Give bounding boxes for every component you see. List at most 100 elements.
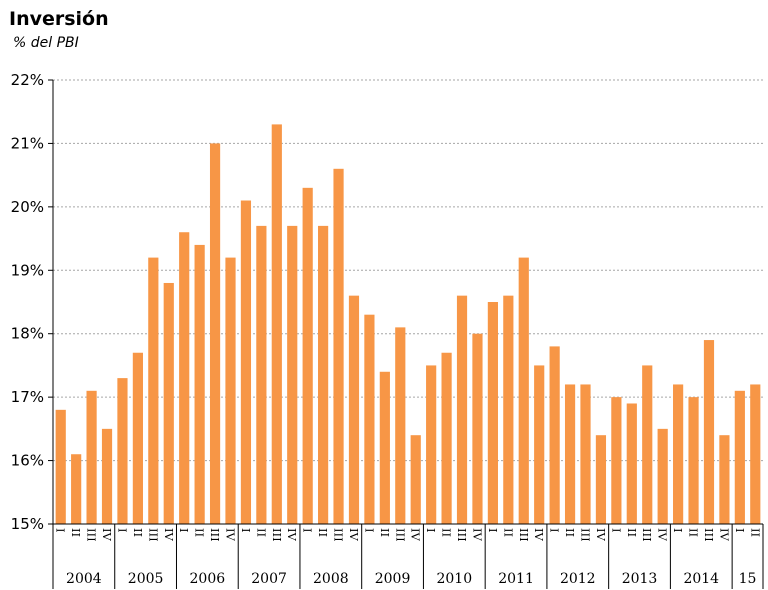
quarter-label: I	[609, 528, 623, 533]
bar	[395, 327, 406, 524]
year-label: 2008	[313, 571, 349, 587]
quarter-label: IV	[717, 528, 731, 542]
bar	[194, 244, 205, 524]
bar	[750, 384, 761, 524]
year-label: 2014	[683, 571, 719, 587]
bar	[734, 390, 745, 524]
bar	[379, 371, 390, 524]
bar	[117, 378, 128, 524]
bar	[101, 428, 113, 524]
bar	[441, 352, 452, 524]
chart-title: Inversión	[9, 8, 109, 30]
bar	[534, 365, 545, 524]
year-label: 2005	[128, 571, 164, 587]
y-tick-label: 17%	[11, 388, 44, 406]
year-label: 2012	[560, 571, 596, 587]
y-tick-label: 21%	[11, 134, 44, 152]
quarter-label: III	[517, 528, 531, 542]
quarter-label: III	[393, 528, 407, 542]
bar	[472, 333, 483, 524]
quarter-label: II	[563, 528, 577, 537]
quarter-label: IV	[347, 528, 361, 542]
year-label: 2009	[375, 571, 411, 587]
bar	[549, 346, 560, 524]
bar	[225, 257, 236, 524]
bar	[71, 454, 82, 524]
year-label: 2011	[498, 571, 534, 587]
bar	[179, 232, 190, 524]
bar	[287, 225, 298, 524]
bar	[148, 257, 159, 524]
bar	[719, 435, 730, 524]
bar	[487, 302, 498, 524]
quarter-label: I	[548, 528, 562, 533]
quarter-label: II	[440, 528, 454, 537]
quarter-label: II	[378, 528, 392, 537]
year-label: 2007	[251, 571, 287, 587]
quarter-label: II	[625, 528, 639, 537]
bar	[132, 352, 143, 524]
quarter-label: III	[702, 528, 716, 542]
quarter-label: II	[131, 528, 145, 537]
chart-subtitle: % del PBI	[13, 35, 79, 51]
bar	[86, 390, 97, 524]
quarter-label: II	[687, 528, 701, 537]
quarter-label: II	[501, 528, 515, 537]
bar	[703, 340, 715, 524]
year-label: 15	[739, 571, 757, 587]
y-tick-label: 18%	[11, 325, 44, 343]
quarter-label: I	[733, 528, 747, 533]
quarter-label: IV	[409, 528, 423, 542]
quarter-label: II	[254, 528, 268, 537]
year-label: 2004	[66, 571, 102, 587]
quarter-label: I	[301, 528, 315, 533]
quarter-label: IV	[162, 528, 176, 542]
quarter-label: I	[362, 528, 376, 533]
quarter-label: II	[193, 528, 207, 537]
quarter-label: I	[424, 528, 438, 533]
year-label: 2010	[436, 571, 472, 587]
quarter-label: III	[579, 528, 593, 542]
quarter-label: III	[332, 528, 346, 542]
bar	[256, 225, 267, 524]
bar	[611, 397, 622, 524]
quarter-label: IV	[470, 528, 484, 542]
bar	[426, 365, 437, 524]
bar	[410, 435, 421, 524]
bar	[580, 384, 591, 524]
quarter-label: III	[208, 528, 222, 542]
bar	[302, 187, 313, 525]
bar	[209, 143, 221, 524]
bar	[688, 397, 699, 524]
bar	[657, 428, 668, 524]
quarter-label: I	[54, 528, 68, 533]
bar	[564, 384, 576, 524]
quarter-label: III	[85, 528, 99, 542]
quarter-label: I	[177, 528, 191, 533]
quarter-label: II	[748, 528, 762, 537]
bar	[456, 295, 468, 524]
bar	[318, 225, 329, 524]
year-label: 2006	[190, 571, 226, 587]
bar	[518, 257, 529, 524]
bar	[240, 200, 252, 524]
y-tick-label: 16%	[11, 452, 44, 470]
quarter-label: II	[69, 528, 83, 537]
y-tick-label: 22%	[11, 71, 44, 89]
quarter-label: IV	[285, 528, 299, 542]
bar	[503, 295, 514, 524]
y-tick-label: 19%	[11, 261, 44, 279]
quarter-label: III	[146, 528, 160, 542]
bar	[163, 282, 174, 524]
quarter-label: I	[239, 528, 253, 533]
quarter-label: II	[316, 528, 330, 537]
quarter-label: I	[115, 528, 129, 533]
quarter-label: IV	[594, 528, 608, 542]
quarter-label: I	[671, 528, 685, 533]
bar	[642, 365, 653, 524]
quarter-label: III	[640, 528, 654, 542]
quarter-label: IV	[656, 528, 670, 542]
quarter-label: III	[270, 528, 284, 542]
bar	[673, 384, 684, 524]
